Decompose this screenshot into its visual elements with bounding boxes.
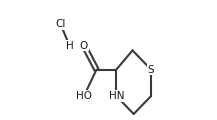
Text: S: S (148, 65, 155, 75)
Text: HO: HO (76, 91, 92, 101)
Text: H: H (66, 41, 73, 51)
Text: Cl: Cl (55, 19, 66, 29)
Text: O: O (80, 41, 88, 51)
Text: HN: HN (108, 91, 124, 101)
